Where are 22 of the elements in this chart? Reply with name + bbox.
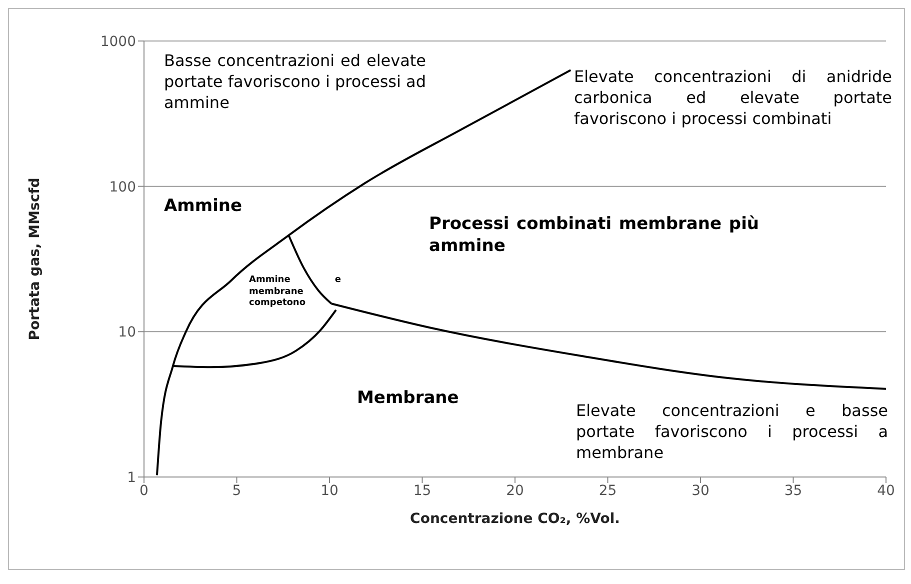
annotation: Ammine — [164, 195, 244, 218]
annotation: Processi combinati membrane più ammine — [429, 213, 759, 258]
x-tick-label: 0 — [140, 482, 148, 499]
x-tick-label: 5 — [232, 482, 242, 499]
x-tick-label: 40 — [877, 482, 895, 499]
x-tick-label: 25 — [598, 482, 617, 499]
y-tick-label: 10 — [118, 324, 136, 341]
annotation: Basse concentrazioni ed elevate portate favoriscono i processi ad ammine — [164, 51, 426, 114]
x-tick-label: 10 — [320, 482, 338, 499]
annotation: Elevate concentrazioni di anidride carbonica ed elevate portate favoriscono i processi combinati — [574, 67, 892, 130]
y-tick-label: 1 — [127, 470, 136, 486]
x-tick-label: 35 — [784, 482, 802, 499]
x-tick-label: 30 — [692, 482, 710, 499]
y-tick-label: 1000 — [100, 34, 136, 50]
x-axis-title: Concentrazione CO₂, %Vol. — [410, 511, 620, 527]
annotation: Ammine e membrane competono — [249, 275, 341, 310]
x-tick-label: 15 — [413, 482, 432, 499]
annotation: Elevate concentrazioni e basse portate favoriscono i processi a membrane — [576, 401, 888, 464]
y-axis-title: Portata gas, MMscfd — [26, 178, 43, 340]
annotation: Membrane — [357, 387, 460, 410]
y-tick-label: 100 — [109, 179, 136, 196]
x-tick-label: 20 — [506, 482, 524, 499]
